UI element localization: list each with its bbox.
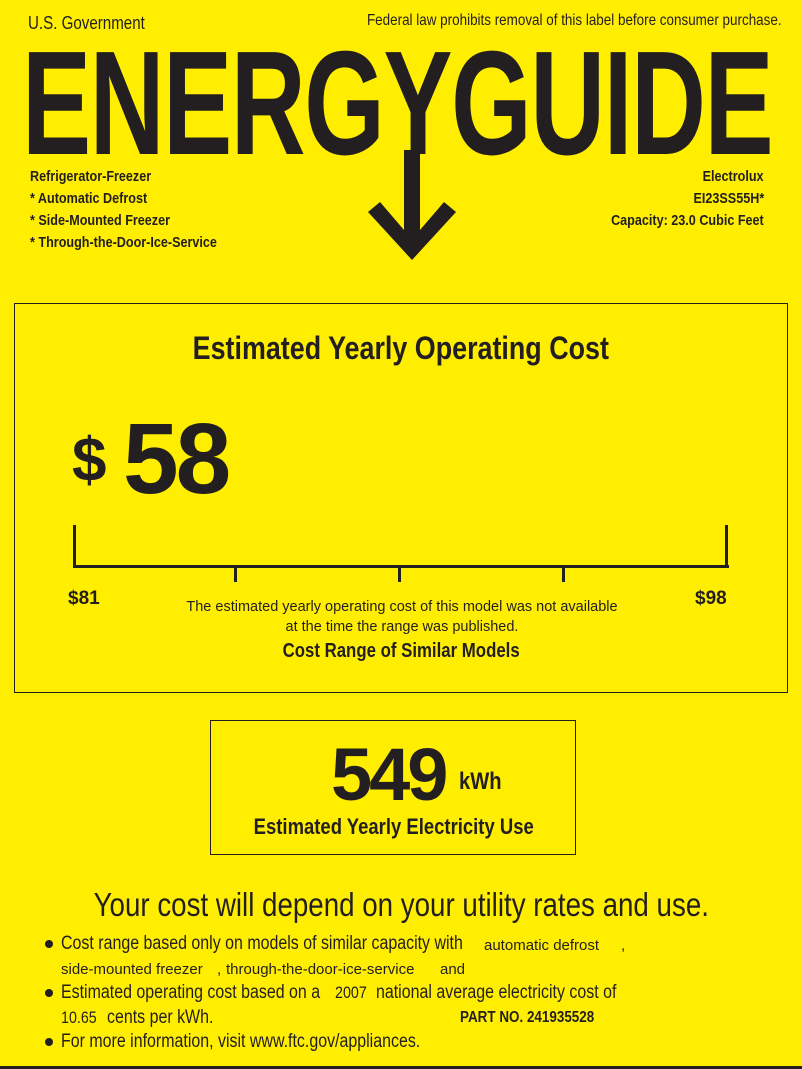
- feature-item: * Automatic Defrost: [30, 190, 148, 207]
- energyguide-logo: ENERGYGUIDE: [22, 21, 774, 186]
- bullet-icon: [45, 989, 53, 997]
- scale-tick: [398, 565, 401, 582]
- bullet-icon: [45, 940, 53, 948]
- range-min: $81: [68, 588, 100, 609]
- appliance-model-info: Electrolux EI23SS55H* Capacity: 23.0 Cub…: [582, 166, 764, 232]
- part-number: PART NO. 241935528: [460, 1009, 595, 1026]
- scale-end-tick: [725, 525, 728, 568]
- bottom-border: [0, 1066, 802, 1069]
- cost-range-label: Cost Range of Similar Models: [282, 640, 520, 662]
- rate-value: 10.65: [61, 1008, 97, 1027]
- bullet-cost-range: Cost range based only on models of simil…: [61, 933, 463, 954]
- bullet-electricity-cost-cont: national average electricity cost of: [376, 982, 617, 1003]
- electricity-use-box: [210, 720, 576, 855]
- feature-fill: through-the-door-ice-service: [226, 961, 415, 978]
- operating-cost-box: [14, 303, 788, 693]
- operating-cost-value: 58: [123, 403, 231, 515]
- removal-notice: Federal law prohibits removal of this la…: [367, 12, 782, 29]
- issuer-text: U.S. Government: [28, 13, 145, 33]
- scale-line: [73, 565, 729, 568]
- model-number: EI23SS55H*: [693, 190, 764, 207]
- bullet-electricity-cost: Estimated operating cost based on a: [61, 982, 321, 1003]
- feature-fill: automatic defrost: [484, 937, 600, 954]
- currency-symbol: $: [72, 426, 107, 495]
- more-info-link[interactable]: For more information, visit www.ftc.gov/…: [61, 1031, 421, 1052]
- operating-cost-title: Estimated Yearly Operating Cost: [192, 330, 610, 366]
- range-max: $98: [695, 588, 727, 609]
- footer-headline: Your cost will depend on your utility ra…: [93, 886, 709, 923]
- feature-item: * Through-the-Door-Ice-Service: [30, 234, 217, 251]
- scale-tick: [562, 565, 565, 582]
- and-text: and: [440, 961, 466, 978]
- capacity: Capacity: 23.0 Cubic Feet: [611, 212, 764, 229]
- feature-item: * Side-Mounted Freezer: [30, 212, 171, 229]
- comma: ,: [621, 937, 626, 954]
- arrow-down-icon: [368, 150, 456, 260]
- rate-unit: cents per kWh.: [107, 1007, 214, 1028]
- bullet-icon: [45, 1038, 53, 1046]
- brand: Electrolux: [703, 168, 764, 185]
- electricity-label: Estimated Yearly Electricity Use: [253, 814, 534, 839]
- scale-end-tick: [73, 525, 76, 568]
- comma: ,: [217, 961, 222, 978]
- rate-year: 2007: [335, 983, 367, 1002]
- electricity-value: 549: [331, 733, 448, 816]
- appliance-features: Refrigerator-Freezer * Automatic Defrost…: [30, 166, 253, 254]
- electricity-unit: kWh: [459, 768, 502, 795]
- appliance-type: Refrigerator-Freezer: [30, 168, 152, 185]
- feature-fill: side-mounted freezer: [61, 961, 203, 978]
- scale-tick: [234, 565, 237, 582]
- availability-note: The estimated yearly operating cost of t…: [186, 599, 618, 635]
